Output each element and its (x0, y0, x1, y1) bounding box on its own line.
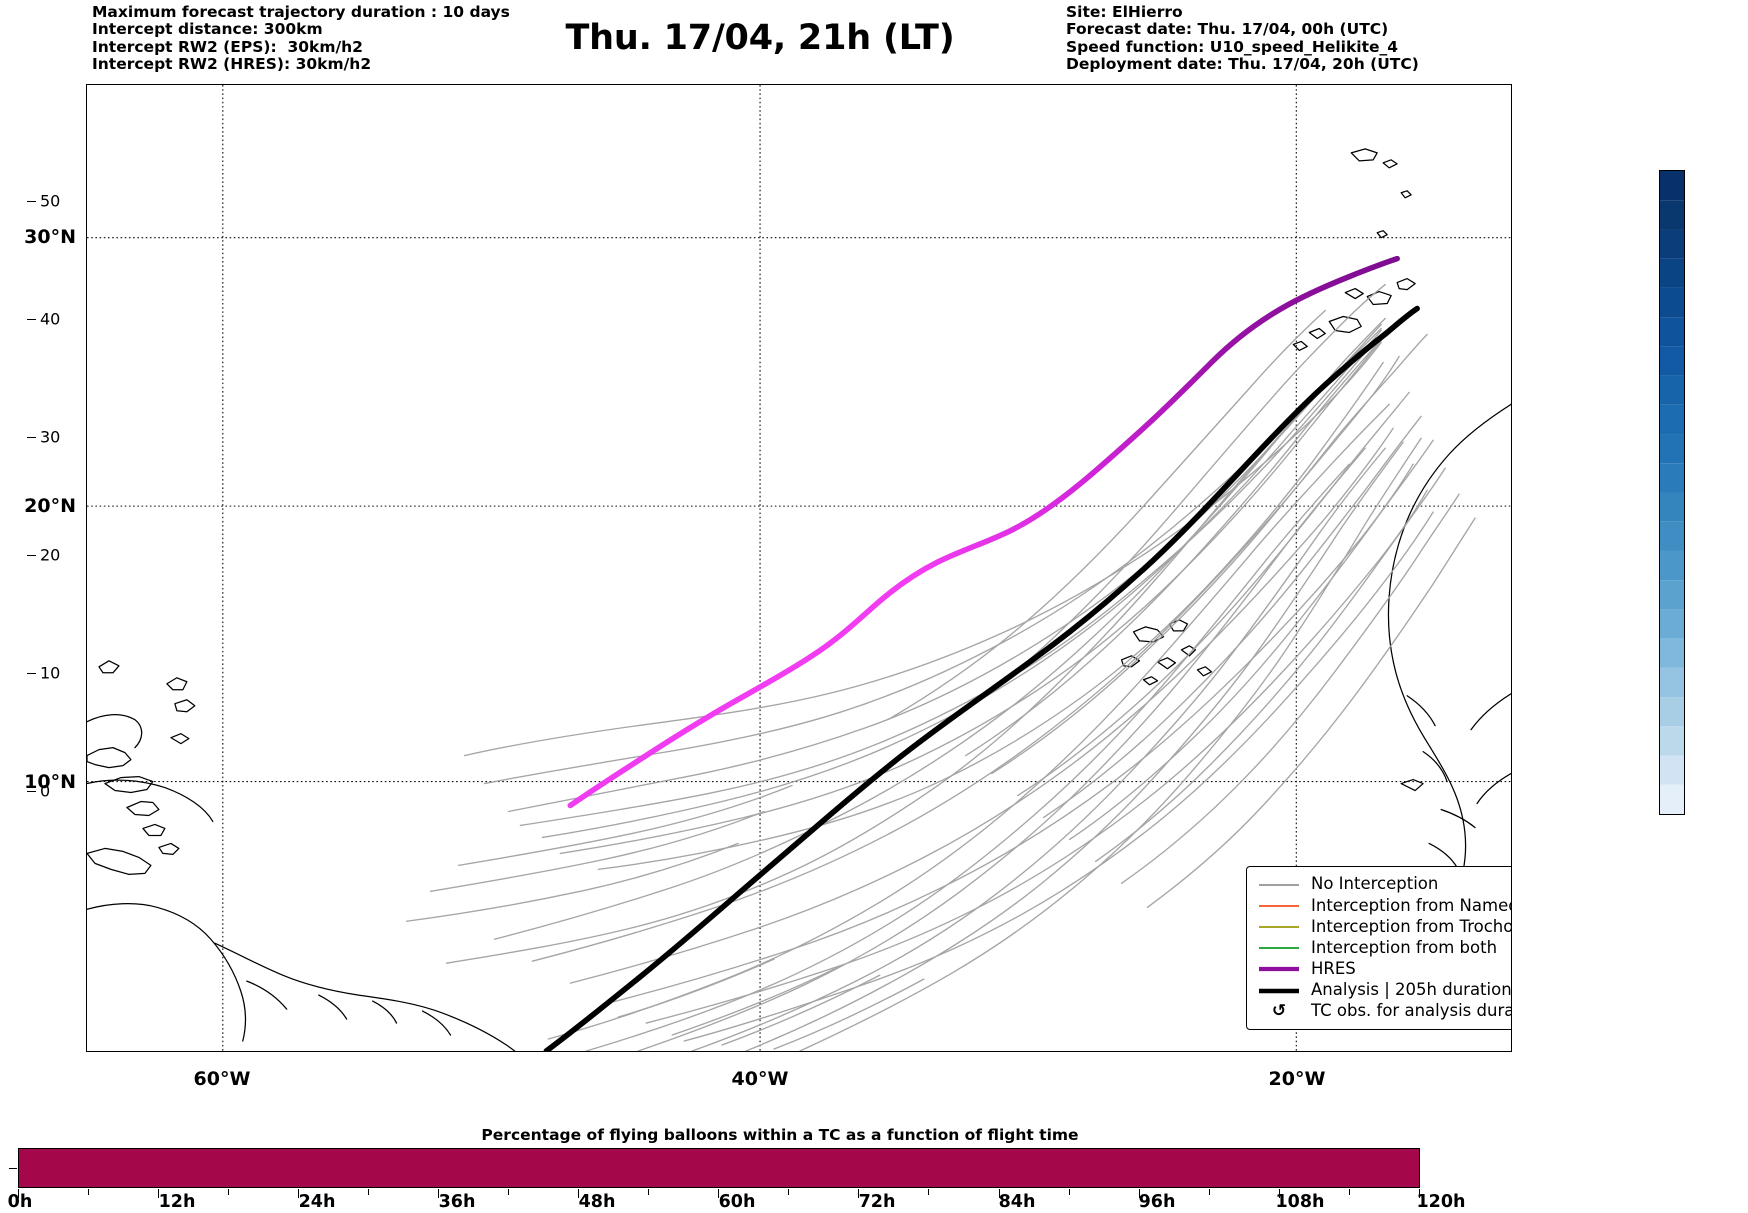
legend-item-both[interactable]: Interception from both (1256, 937, 1511, 959)
legend-line-hres (1256, 965, 1302, 973)
analysis-track (543, 305, 1420, 1051)
hres-track (567, 255, 1400, 809)
map-canvas (87, 85, 1511, 1051)
timeline-ytick (9, 1168, 17, 1170)
legend-label: Analysis | 205h duration (1311, 980, 1512, 1000)
cyclone-glyph: ↺ (1271, 1001, 1287, 1022)
cbar-tick-50: 50 (40, 191, 61, 211)
ytick-label-10n: 10°N (24, 771, 76, 793)
ytick-label-30n: 30°N (24, 226, 76, 248)
header-right-info: Site: ElHierro Forecast date: Thu. 17/04… (1066, 3, 1419, 74)
timeline-title: Percentage of flying balloons within a T… (481, 1126, 1079, 1144)
cbar-tick-20: 20 (40, 545, 61, 565)
page-title: Thu. 17/04, 21h (LT) (565, 18, 955, 58)
legend-label: Interception from Trochoid (1311, 916, 1512, 936)
cbar-tick-30: 30 (40, 427, 61, 447)
legend-line-analysis (1256, 987, 1302, 995)
ytick-label-20n: 20°N (24, 495, 76, 517)
header-left-info: Maximum forecast trajectory duration : 1… (92, 3, 510, 74)
timeline-label-24h: 24h (298, 1192, 336, 1212)
legend-line-trochoid (1256, 923, 1302, 931)
legend-item-analysis[interactable]: Analysis | 205h duration (1256, 980, 1512, 1001)
xtick-label-20w: 20°W (1268, 1068, 1326, 1090)
colorbar-label: Named cyclones forecast - Number of EPS … (1702, 170, 1748, 815)
cbar-tick-10: 10 (40, 663, 61, 683)
timeline-label-48h: 48h (578, 1192, 616, 1212)
timeline-label-36h: 36h (438, 1192, 476, 1212)
colorbar-gradient (1660, 171, 1684, 814)
map-plot-area[interactable]: No Interception Interception from Named … (86, 84, 1512, 1052)
legend-label: No Interception (1311, 874, 1439, 894)
xtick-label-40w: 40°W (731, 1068, 789, 1090)
timeline-label-0h: 0h (7, 1192, 33, 1212)
eps-trajectories (405, 283, 1476, 1051)
timeline-label-60h: 60h (718, 1192, 756, 1212)
cyclone-icon: ↺ (1256, 1003, 1302, 1020)
legend-item-hres[interactable]: HRES (1256, 959, 1511, 980)
map-legend[interactable]: No Interception Interception from Named … (1246, 866, 1512, 1031)
timeline-label-96h: 96h (1138, 1192, 1176, 1212)
legend-label: HRES (1311, 959, 1356, 979)
legend-item-tc-obs[interactable]: ↺ TC obs. for analysis duration (1256, 1001, 1512, 1022)
timeline-label-12h: 12h (158, 1192, 196, 1212)
legend-line-both (1256, 944, 1302, 952)
timeline-label-72h: 72h (858, 1192, 896, 1212)
legend-item-named-cyclone[interactable]: Interception from Named cyclone (1256, 895, 1511, 916)
legend-label: TC obs. for analysis duration (1311, 1001, 1512, 1021)
xtick-label-60w: 60°W (193, 1068, 251, 1090)
legend-line-named-cyclone (1256, 902, 1302, 910)
cbar-tick-40: 40 (40, 309, 61, 329)
legend-item-trochoid[interactable]: Interception from Trochoid (1256, 916, 1512, 937)
legend-line-no-interception (1256, 881, 1302, 889)
timeline-bar[interactable] (18, 1148, 1420, 1188)
timeline-label-84h: 84h (998, 1192, 1036, 1212)
timeline-label-120h: 120h (1416, 1192, 1466, 1212)
timeline-label-108h: 108h (1275, 1192, 1325, 1212)
colorbar[interactable] (1659, 170, 1685, 815)
legend-label: Interception from both (1311, 937, 1498, 957)
timeline-fill (19, 1149, 1419, 1187)
legend-label: Interception from Named cyclone (1311, 895, 1511, 915)
cbar-tick-0: 0 (40, 781, 51, 801)
legend-item-no-interception[interactable]: No Interception (1256, 874, 1511, 895)
